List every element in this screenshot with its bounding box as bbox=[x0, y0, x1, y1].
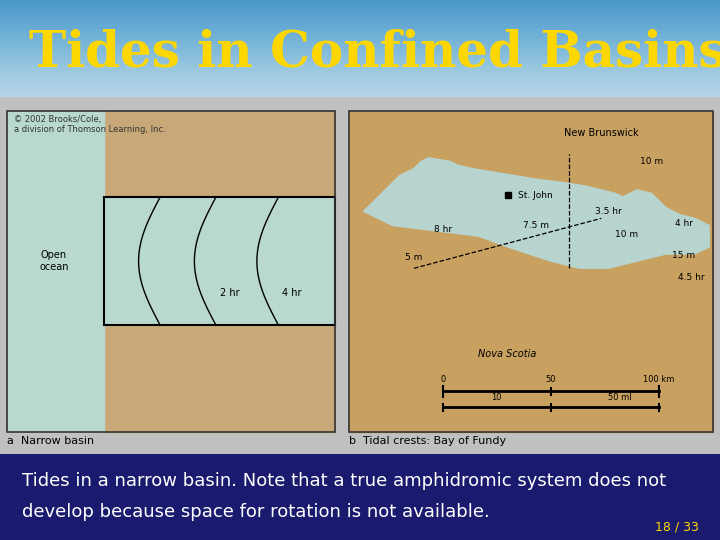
Text: 50 ml: 50 ml bbox=[608, 393, 631, 402]
Text: 10: 10 bbox=[492, 393, 502, 402]
Polygon shape bbox=[364, 158, 709, 268]
Text: a  Narrow basin: a Narrow basin bbox=[7, 436, 94, 447]
Text: 0: 0 bbox=[440, 375, 446, 384]
Bar bbox=[7, 111, 335, 432]
Polygon shape bbox=[378, 133, 421, 154]
Text: New Brunswick: New Brunswick bbox=[564, 128, 639, 138]
Text: 4 hr: 4 hr bbox=[282, 288, 302, 298]
Text: 100 km: 100 km bbox=[643, 375, 675, 384]
Bar bbox=[104, 325, 335, 432]
Text: 4.5 hr: 4.5 hr bbox=[678, 273, 704, 282]
Bar bbox=[349, 111, 713, 432]
Text: 3.5 hr: 3.5 hr bbox=[595, 207, 622, 216]
Text: 15 m: 15 m bbox=[672, 251, 696, 260]
Text: 50: 50 bbox=[546, 375, 556, 384]
Text: 5 m: 5 m bbox=[405, 253, 423, 262]
Text: Tides in Confined Basins: Tides in Confined Basins bbox=[29, 29, 720, 78]
Text: b  Tidal crests: Bay of Fundy: b Tidal crests: Bay of Fundy bbox=[349, 436, 506, 447]
Text: 4 hr: 4 hr bbox=[675, 219, 693, 228]
Bar bbox=[7, 111, 104, 432]
Bar bbox=[349, 111, 713, 432]
Bar bbox=[104, 197, 335, 325]
Text: © 2002 Brooks/Cole,
a division of Thomson Learning, Inc.: © 2002 Brooks/Cole, a division of Thomso… bbox=[14, 115, 166, 134]
Text: 10 m: 10 m bbox=[640, 157, 663, 166]
Text: develop because space for rotation is not available.: develop because space for rotation is no… bbox=[22, 503, 490, 521]
Text: 10 m: 10 m bbox=[615, 230, 638, 239]
Text: 8 hr: 8 hr bbox=[433, 225, 452, 234]
Bar bbox=[104, 111, 335, 197]
Text: St. John: St. John bbox=[518, 191, 553, 200]
Text: Open
ocean: Open ocean bbox=[40, 251, 68, 272]
Text: Tides in a narrow basin. Note that a true amphidromic system does not: Tides in a narrow basin. Note that a tru… bbox=[22, 472, 666, 490]
Text: 2 hr: 2 hr bbox=[220, 288, 239, 298]
Text: 18 / 33: 18 / 33 bbox=[654, 520, 698, 533]
Bar bbox=[7, 111, 335, 432]
Text: Nova Scotia: Nova Scotia bbox=[478, 349, 537, 359]
Text: 7.5 m: 7.5 m bbox=[523, 221, 549, 230]
